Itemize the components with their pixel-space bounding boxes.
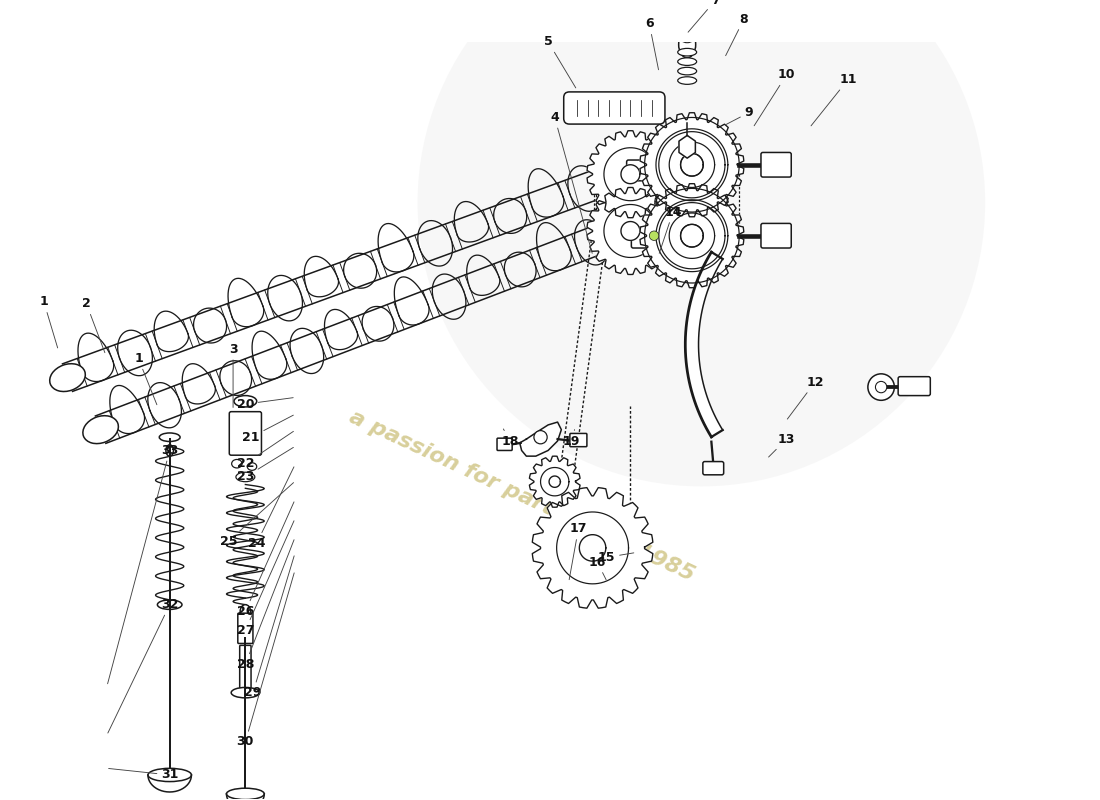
Polygon shape (640, 113, 744, 217)
Circle shape (649, 231, 659, 241)
Circle shape (868, 374, 894, 400)
Text: 31: 31 (109, 769, 178, 782)
Text: 12: 12 (788, 376, 824, 419)
Polygon shape (580, 534, 606, 561)
Text: 22: 22 (236, 431, 294, 470)
Ellipse shape (678, 67, 696, 75)
FancyBboxPatch shape (703, 462, 724, 475)
Text: 1: 1 (40, 295, 57, 348)
Text: 9: 9 (726, 106, 754, 124)
Text: 17: 17 (569, 522, 587, 580)
Polygon shape (532, 488, 653, 608)
Ellipse shape (160, 433, 180, 442)
Text: 11: 11 (811, 73, 857, 126)
Ellipse shape (234, 395, 256, 407)
Text: 25: 25 (220, 482, 294, 548)
Ellipse shape (166, 445, 174, 456)
Polygon shape (681, 154, 703, 176)
Ellipse shape (50, 364, 86, 391)
FancyBboxPatch shape (240, 646, 251, 690)
Text: 26: 26 (236, 502, 294, 618)
Text: 16: 16 (588, 555, 606, 580)
Text: 28: 28 (236, 540, 294, 670)
Text: 29: 29 (244, 556, 294, 699)
Text: 2: 2 (82, 298, 104, 353)
FancyBboxPatch shape (631, 227, 661, 248)
Text: 13: 13 (769, 433, 795, 457)
Polygon shape (681, 224, 703, 247)
FancyBboxPatch shape (627, 160, 657, 181)
Circle shape (876, 382, 887, 393)
FancyBboxPatch shape (761, 223, 791, 248)
Text: 23: 23 (236, 447, 294, 483)
Ellipse shape (235, 472, 255, 482)
Polygon shape (587, 187, 674, 274)
Ellipse shape (679, 31, 695, 58)
Text: 24: 24 (248, 467, 294, 550)
Text: 8: 8 (726, 13, 748, 56)
Text: 10: 10 (755, 68, 795, 126)
Text: 21: 21 (242, 415, 294, 444)
Ellipse shape (678, 58, 696, 66)
Polygon shape (519, 422, 561, 456)
Ellipse shape (248, 462, 256, 470)
Text: 5: 5 (543, 35, 575, 88)
Text: 4: 4 (550, 111, 592, 254)
Text: 32: 32 (108, 598, 178, 733)
Text: 1: 1 (134, 352, 157, 405)
Ellipse shape (227, 788, 264, 799)
Ellipse shape (82, 416, 119, 444)
Polygon shape (685, 252, 723, 437)
FancyBboxPatch shape (761, 153, 791, 177)
Circle shape (418, 0, 986, 486)
Text: a passion for parts since 1985: a passion for parts since 1985 (345, 407, 697, 585)
Text: 6: 6 (645, 18, 659, 70)
FancyBboxPatch shape (229, 412, 262, 455)
Circle shape (534, 430, 547, 444)
FancyBboxPatch shape (570, 434, 587, 446)
Ellipse shape (678, 48, 696, 56)
Text: 3: 3 (229, 342, 238, 407)
Text: 19: 19 (562, 430, 580, 447)
Polygon shape (640, 184, 744, 288)
Text: 20: 20 (236, 398, 294, 410)
FancyBboxPatch shape (563, 92, 664, 124)
Text: 33: 33 (108, 444, 178, 684)
Text: 30: 30 (236, 573, 294, 748)
FancyBboxPatch shape (497, 438, 513, 450)
Ellipse shape (231, 687, 260, 698)
Text: 7: 7 (689, 0, 719, 32)
Polygon shape (549, 476, 560, 487)
Ellipse shape (240, 605, 251, 618)
FancyBboxPatch shape (238, 613, 253, 643)
Text: 15: 15 (598, 551, 634, 564)
FancyBboxPatch shape (898, 377, 931, 395)
Ellipse shape (147, 768, 191, 782)
Text: 14: 14 (659, 206, 682, 254)
Ellipse shape (679, 27, 695, 42)
Ellipse shape (157, 600, 182, 610)
Polygon shape (587, 130, 674, 218)
Ellipse shape (678, 77, 696, 84)
Ellipse shape (232, 459, 242, 468)
Polygon shape (621, 222, 640, 241)
Polygon shape (621, 165, 640, 184)
Text: 18: 18 (502, 429, 519, 447)
Polygon shape (679, 135, 695, 158)
Polygon shape (529, 456, 580, 507)
Text: 27: 27 (236, 521, 294, 637)
